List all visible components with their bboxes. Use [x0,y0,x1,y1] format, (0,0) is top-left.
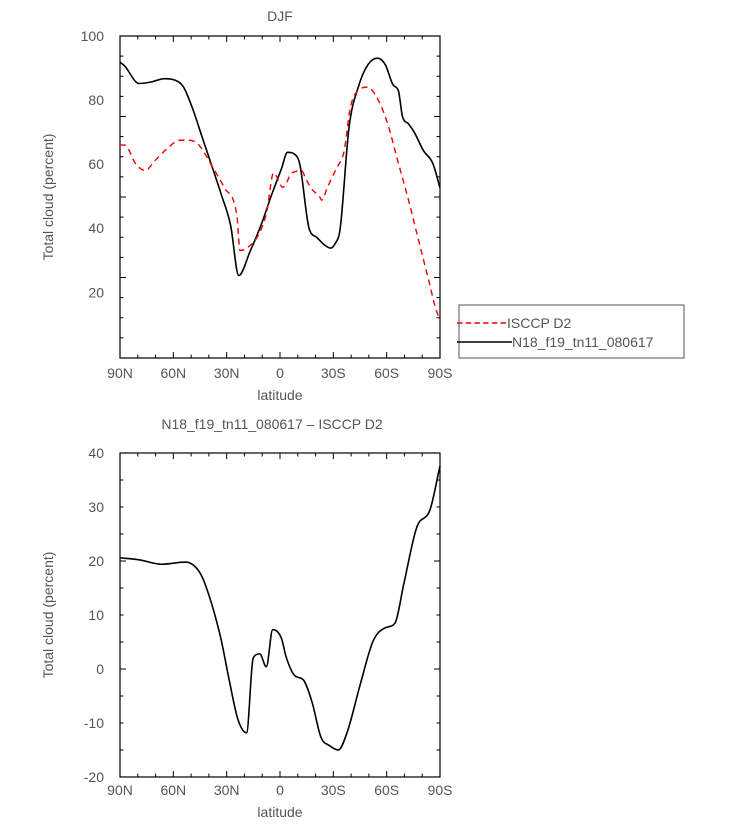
svg-text:60S: 60S [374,782,399,798]
svg-text:30S: 30S [321,782,346,798]
svg-text:40: 40 [88,220,104,236]
svg-text:90S: 90S [428,782,453,798]
svg-text:90S: 90S [428,365,453,381]
svg-text:-20: -20 [84,769,104,785]
svg-text:60N: 60N [160,365,186,381]
svg-text:latitude: latitude [257,804,302,820]
svg-text:30S: 30S [321,365,346,381]
svg-text:90N: 90N [107,782,133,798]
svg-text:ISCCP D2: ISCCP D2 [507,315,572,331]
svg-text:90N: 90N [107,365,133,381]
svg-text:latitude: latitude [257,387,302,403]
svg-text:100: 100 [81,28,105,44]
svg-text:0: 0 [276,782,284,798]
svg-text:Total cloud (percent): Total cloud (percent) [40,134,56,261]
svg-text:60S: 60S [374,365,399,381]
svg-text:0: 0 [96,661,104,677]
svg-text:80: 80 [88,92,104,108]
svg-text:N18_f19_tn11_080617: N18_f19_tn11_080617 [512,334,654,350]
svg-text:N18_f19_tn11_080617 – ISCCP D2: N18_f19_tn11_080617 – ISCCP D2 [161,416,383,432]
svg-text:30N: 30N [214,782,240,798]
svg-text:60: 60 [88,156,104,172]
svg-text:30: 30 [88,499,104,515]
svg-text:0: 0 [276,365,284,381]
svg-text:60N: 60N [160,782,186,798]
svg-text:-10: -10 [84,715,104,731]
svg-text:20: 20 [88,553,104,569]
svg-text:DJF: DJF [267,8,293,24]
svg-text:30N: 30N [214,365,240,381]
svg-text:10: 10 [88,607,104,623]
svg-text:40: 40 [88,445,104,461]
svg-text:20: 20 [88,285,104,301]
svg-text:Total cloud (percent): Total cloud (percent) [40,552,56,679]
